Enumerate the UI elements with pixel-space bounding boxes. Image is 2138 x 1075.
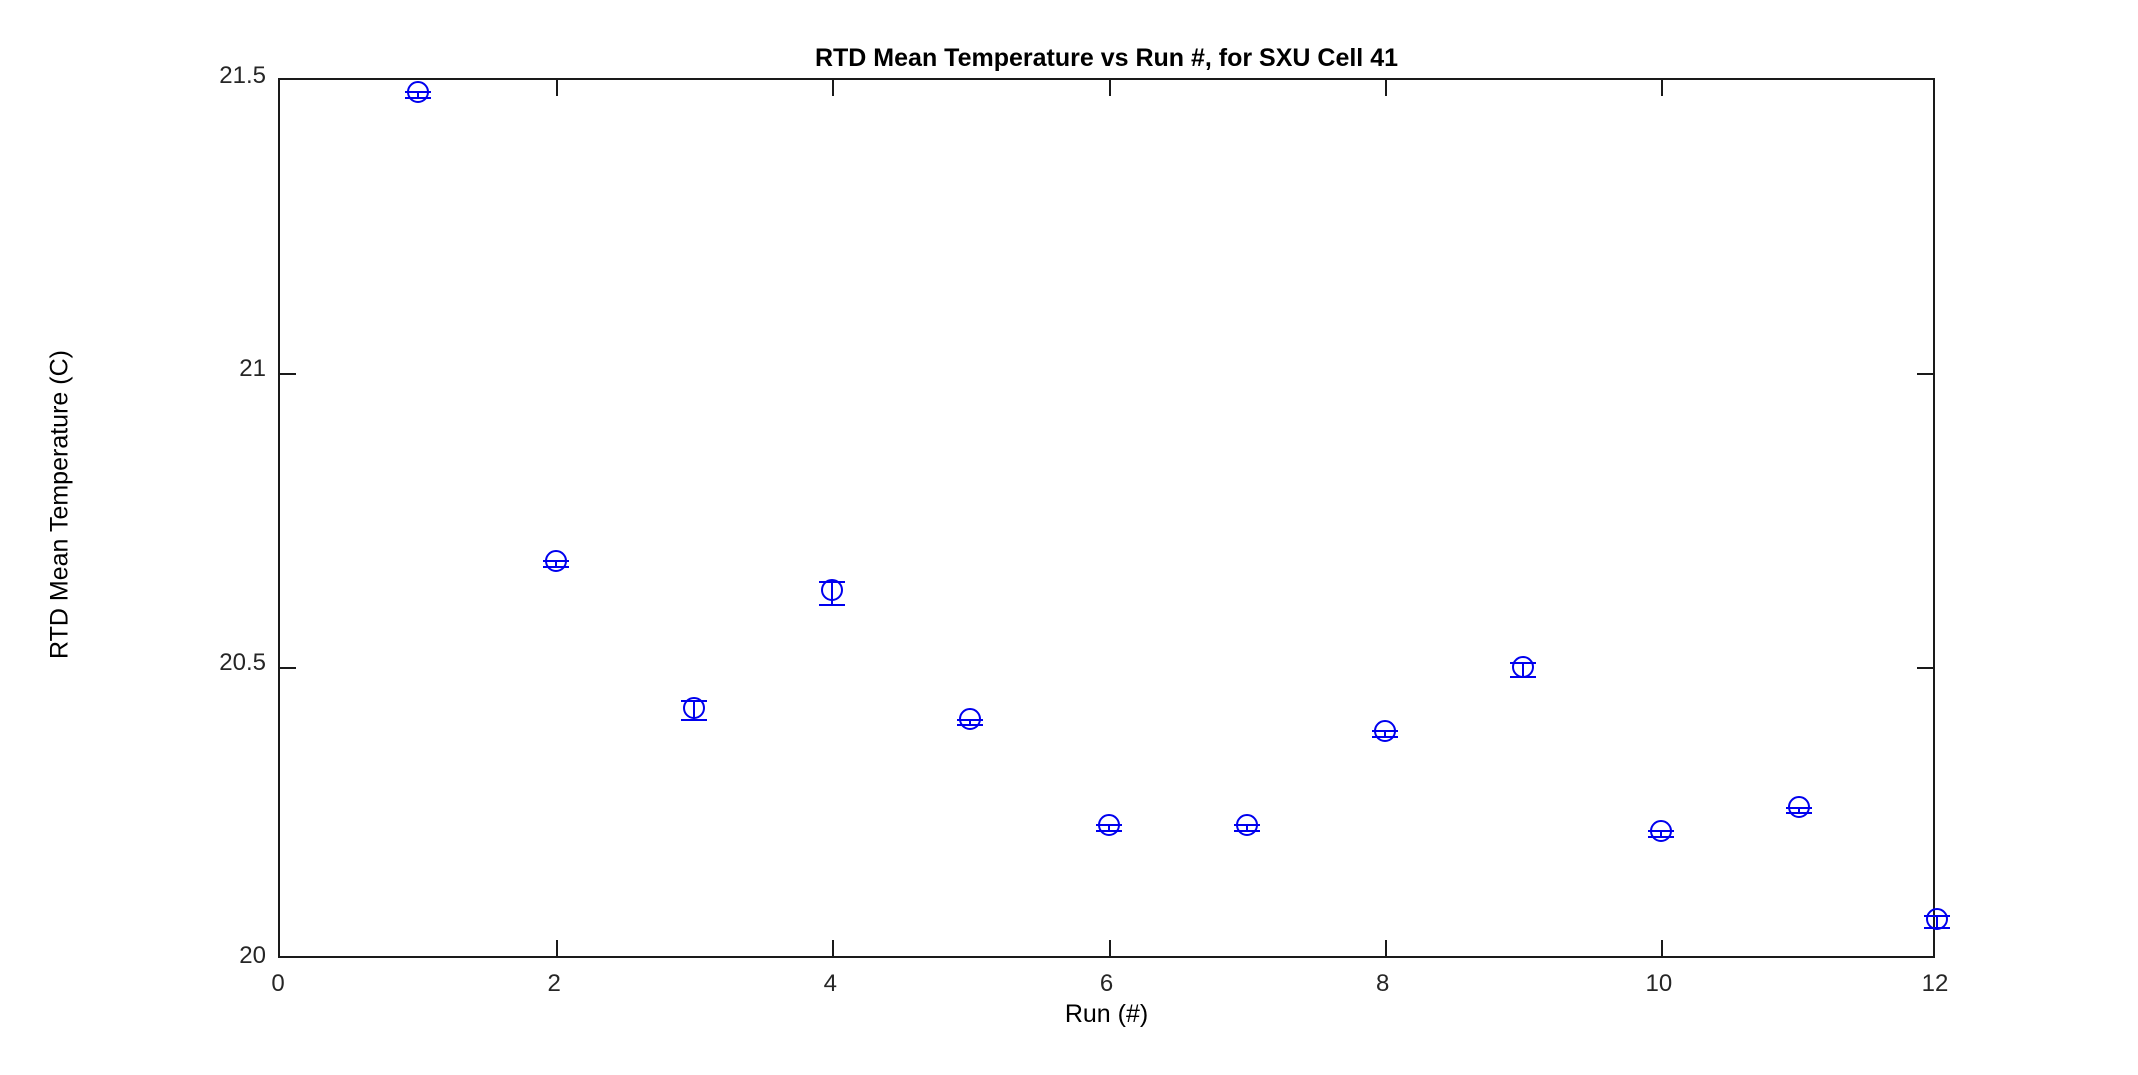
y-axis-tick (280, 373, 296, 376)
y-axis-tick-label: 20 (239, 942, 266, 969)
error-bar-cap-lower (1647, 835, 1674, 838)
data-point (681, 696, 708, 722)
y-axis-tick-label: 21 (239, 355, 266, 383)
error-bar-line (1521, 661, 1524, 676)
error-bar-cap-lower (1509, 675, 1536, 678)
error-bar-cap-upper (681, 700, 708, 703)
x-axis-tick-label: 0 (271, 970, 285, 997)
error-bar-line (1245, 824, 1248, 830)
error-bar-line (555, 560, 558, 566)
error-bar-cap-upper (1095, 824, 1122, 827)
data-point (1785, 796, 1812, 819)
error-bar-cap-lower (1371, 736, 1398, 739)
data-point (1924, 907, 1950, 930)
x-axis-tick-label: 10 (1645, 970, 1673, 997)
data-point (1095, 814, 1122, 837)
x-axis-tick-label: 8 (1375, 970, 1390, 997)
data-point (405, 80, 432, 103)
error-bar-line (1659, 829, 1662, 836)
error-bar-cap-lower (1095, 829, 1122, 832)
data-point (1371, 720, 1398, 743)
error-bar-cap-upper (1924, 915, 1950, 918)
x-axis-tick (832, 940, 835, 956)
error-bar-line (831, 580, 834, 605)
error-bar-cap-lower (819, 604, 846, 607)
x-axis-tick-label: 4 (823, 970, 837, 997)
error-bar-cap-lower (405, 96, 432, 99)
plot-area (278, 78, 1950, 958)
x-axis-tick (1660, 80, 1663, 96)
error-bar-cap-upper (1647, 829, 1674, 832)
y-axis-tick (1917, 373, 1933, 376)
error-bar-line (969, 718, 972, 725)
x-axis-tick (832, 80, 835, 96)
error-bar-cap-upper (957, 718, 984, 721)
error-bar-cap-upper (1509, 661, 1536, 664)
error-bar-line (1383, 730, 1386, 737)
x-axis-tick (1660, 940, 1663, 956)
y-axis-tick (280, 666, 296, 669)
error-bar-cap-lower (1233, 829, 1260, 832)
error-bar-line (693, 700, 696, 720)
error-bar-cap-lower (957, 724, 984, 727)
x-axis-tick (556, 80, 559, 96)
error-bar-line (1797, 806, 1800, 813)
data-point (819, 579, 846, 607)
x-axis-tick-label: 2 (547, 970, 561, 997)
error-bar-cap-lower (543, 565, 570, 568)
x-axis-tick (1384, 80, 1387, 96)
page-title: RTD Mean Temperature vs Run #, for SXU C… (814, 44, 1399, 72)
x-axis-tick (556, 940, 559, 956)
y-axis-tick-label: 20.5 (219, 648, 266, 676)
data-point (543, 550, 570, 573)
error-bar-line (417, 90, 420, 97)
data-point (957, 708, 984, 731)
x-axis-label: Run (#) (1064, 1000, 1149, 1028)
error-bar-cap-upper (543, 560, 570, 563)
error-bar-cap-lower (1785, 812, 1812, 815)
error-bar-cap-upper (1785, 806, 1812, 809)
x-axis-tick-label: 12 (1921, 970, 1949, 997)
data-point (1509, 655, 1536, 678)
y-axis-tick-label: 21.5 (219, 62, 266, 89)
error-bar-line (1936, 915, 1938, 927)
error-bar-cap-upper (1233, 824, 1260, 827)
error-bar-cap-upper (819, 580, 846, 583)
error-bar-cap-upper (1371, 730, 1398, 733)
data-point (1647, 819, 1674, 842)
data-point (1233, 814, 1260, 837)
error-bar-line (1107, 824, 1110, 830)
y-axis-label: RTD Mean Temperature (C) (45, 350, 74, 659)
error-bar-cap-lower (681, 719, 708, 722)
error-bar-cap-lower (1924, 926, 1950, 929)
x-axis-tick-label: 6 (1099, 970, 1114, 997)
error-bar-cap-upper (405, 90, 432, 93)
x-axis-tick (1384, 940, 1387, 956)
y-axis-tick (1917, 666, 1933, 669)
x-axis-tick (1108, 80, 1111, 96)
x-axis-tick (1108, 940, 1111, 956)
